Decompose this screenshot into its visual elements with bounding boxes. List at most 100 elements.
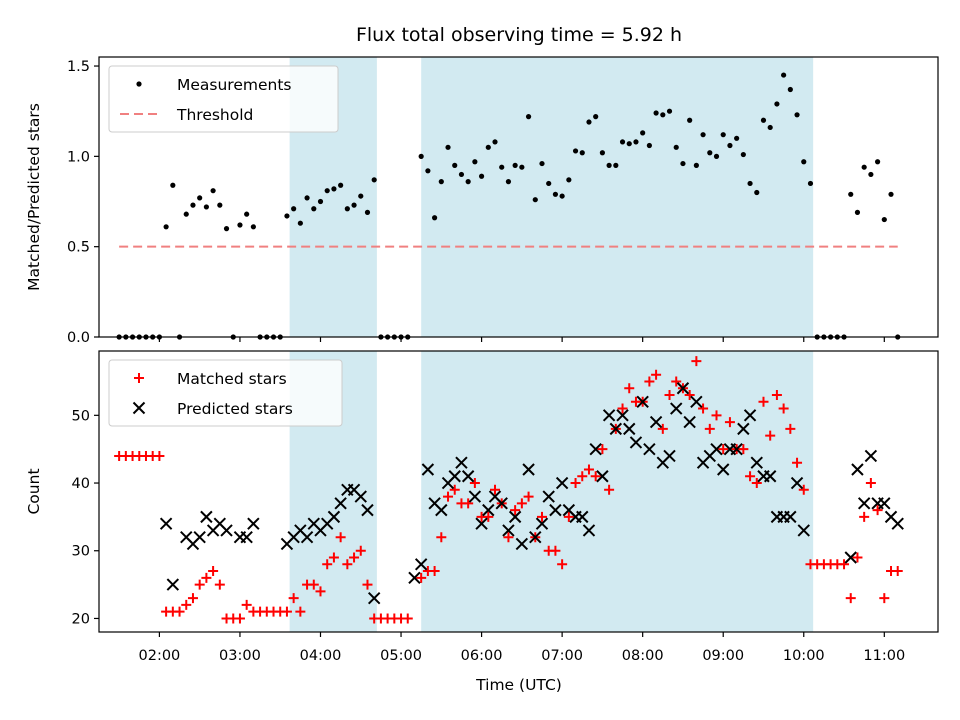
measurement-point (640, 130, 646, 136)
matched-star-point (557, 559, 568, 570)
matched-star-point (778, 403, 789, 414)
matched-star-point (892, 566, 903, 577)
matched-star-point (154, 450, 165, 461)
matched-star-point (704, 423, 715, 434)
measurement-point (297, 220, 303, 226)
measurement-point (499, 164, 505, 170)
measurement-point (546, 180, 552, 187)
predicted-star-point (750, 456, 763, 469)
predicted-star-point (542, 490, 555, 503)
measurement-point (512, 162, 518, 168)
measurement-point (445, 144, 451, 150)
predicted-star-point (636, 395, 649, 408)
x-tick-label: 07:00 (541, 648, 583, 664)
matched-star-point (604, 484, 615, 495)
measurement-point (613, 162, 619, 168)
measurement-point (519, 164, 525, 170)
measurement-point (418, 153, 424, 159)
measurement-point (619, 139, 626, 145)
measurement-point (807, 180, 814, 187)
legend-label: Matched stars (177, 370, 287, 388)
measurement-point (740, 151, 746, 158)
x-axis-label: Time (UTC) (475, 676, 562, 694)
predicted-star-point (844, 551, 857, 564)
matched-star-point (402, 613, 413, 624)
measurement-point (237, 222, 243, 228)
measurement-point (660, 112, 666, 118)
predicted-star-point (623, 422, 636, 436)
shaded-interval (421, 351, 814, 632)
matched-star-point (872, 505, 883, 516)
predicted-star-point (589, 442, 602, 456)
predicted-star-point (448, 470, 461, 483)
matched-star-point (342, 559, 353, 570)
x-tick-label: 03:00 (219, 648, 261, 664)
y-axis-label: Count (25, 468, 43, 514)
matched-star-point (328, 552, 339, 563)
matched-star-point (745, 471, 756, 482)
measurement-point (599, 150, 606, 156)
matched-star-point (792, 457, 803, 468)
predicted-star-point (475, 517, 488, 530)
chart-title: Flux total observing time = 5.92 h (356, 24, 682, 46)
predicted-star-point (361, 503, 374, 517)
predicted-star-point (649, 415, 663, 429)
measurement-point (734, 135, 740, 141)
matched-star-point (194, 579, 205, 590)
matched-star-point (187, 593, 198, 604)
measurement-point (371, 177, 377, 183)
measurement-point (787, 86, 793, 93)
measurement-point (774, 101, 780, 107)
matched-star-point (443, 491, 454, 502)
y-tick-label: 30 (72, 544, 90, 560)
measurement-point (868, 171, 874, 178)
legend-label: Measurements (177, 76, 292, 94)
x-tick-label: 09:00 (702, 648, 744, 664)
measurement-point (432, 215, 438, 221)
predicted-star-point (468, 490, 482, 503)
matched-star-point (503, 532, 514, 543)
matched-star-point (516, 498, 527, 509)
measurement-point (559, 193, 565, 199)
matched-star-point (436, 532, 447, 543)
measurement-point (190, 202, 196, 208)
measurement-point (666, 108, 673, 114)
x-tick-label: 10:00 (783, 648, 825, 664)
measurement-point (673, 144, 679, 150)
y-tick-label: 40 (72, 476, 90, 492)
predicted-star-point (535, 517, 549, 530)
measurement-point (606, 162, 612, 168)
matched-star-point (751, 478, 762, 489)
predicted-star-point (435, 503, 448, 517)
predicted-star-point (414, 558, 428, 571)
measurement-point (284, 213, 290, 219)
measurement-point (881, 216, 887, 223)
x-tick-label: 05:00 (380, 648, 422, 664)
y-tick-label: 0.5 (67, 240, 90, 256)
matched-star-point (214, 579, 225, 590)
legend-box (108, 359, 343, 427)
predicted-star-point (790, 476, 804, 490)
predicted-star-point (851, 463, 864, 476)
matched-star-point (463, 498, 474, 509)
measurement-point (874, 159, 881, 165)
matched-star-point (758, 396, 769, 407)
predicted-star-point (891, 517, 904, 530)
predicted-star-point (354, 490, 367, 503)
x-tick-label: 08:00 (622, 648, 664, 664)
measurement-point (633, 139, 639, 145)
matched-star-point (624, 383, 635, 394)
matched-star-point (295, 606, 306, 617)
matched-star-point (839, 559, 850, 570)
legend-key-plus (134, 373, 144, 383)
predicted-star-point (327, 510, 341, 524)
measurement-point (848, 191, 854, 197)
matched-star-point (845, 593, 856, 604)
measurement-point (452, 162, 458, 168)
measurement-point (344, 206, 350, 212)
matched-star-point (335, 532, 346, 543)
shaded-interval (421, 57, 814, 337)
measurement-point (311, 206, 317, 212)
matched-star-point (738, 444, 749, 455)
measurement-point (163, 224, 169, 230)
